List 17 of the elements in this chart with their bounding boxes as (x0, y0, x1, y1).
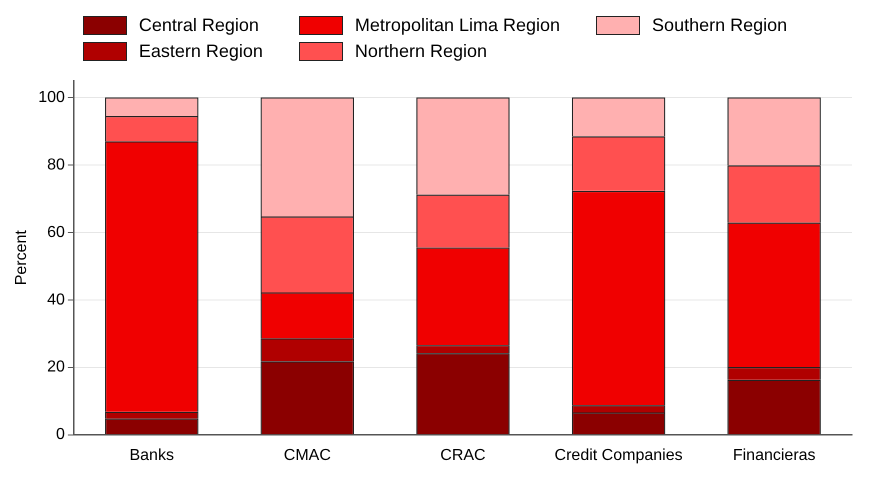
legend-label: Central Region (138, 14, 259, 36)
x-tick-label: CRAC (440, 446, 486, 464)
y-axis-title: Percent (13, 230, 30, 286)
x-tick-label: Financieras (732, 446, 816, 464)
y-tick-label: 20 (47, 358, 65, 376)
legend-label: Metropolitan Lima Region (354, 14, 560, 36)
legend-label: Eastern Region (138, 40, 263, 62)
y-tick-label: 0 (56, 426, 65, 444)
y-tick-label: 100 (38, 88, 65, 106)
y-tick-label: 60 (47, 224, 65, 241)
y-tick-label: 80 (47, 156, 65, 174)
x-tick-label: Banks (129, 446, 174, 464)
x-tick-label: CMAC (284, 446, 331, 464)
legend-label: Northern Region (354, 40, 487, 62)
legend-label: Southern Region (652, 14, 788, 36)
y-tick-label: 40 (47, 291, 65, 308)
x-tick-label: Credit Companies (554, 446, 683, 464)
